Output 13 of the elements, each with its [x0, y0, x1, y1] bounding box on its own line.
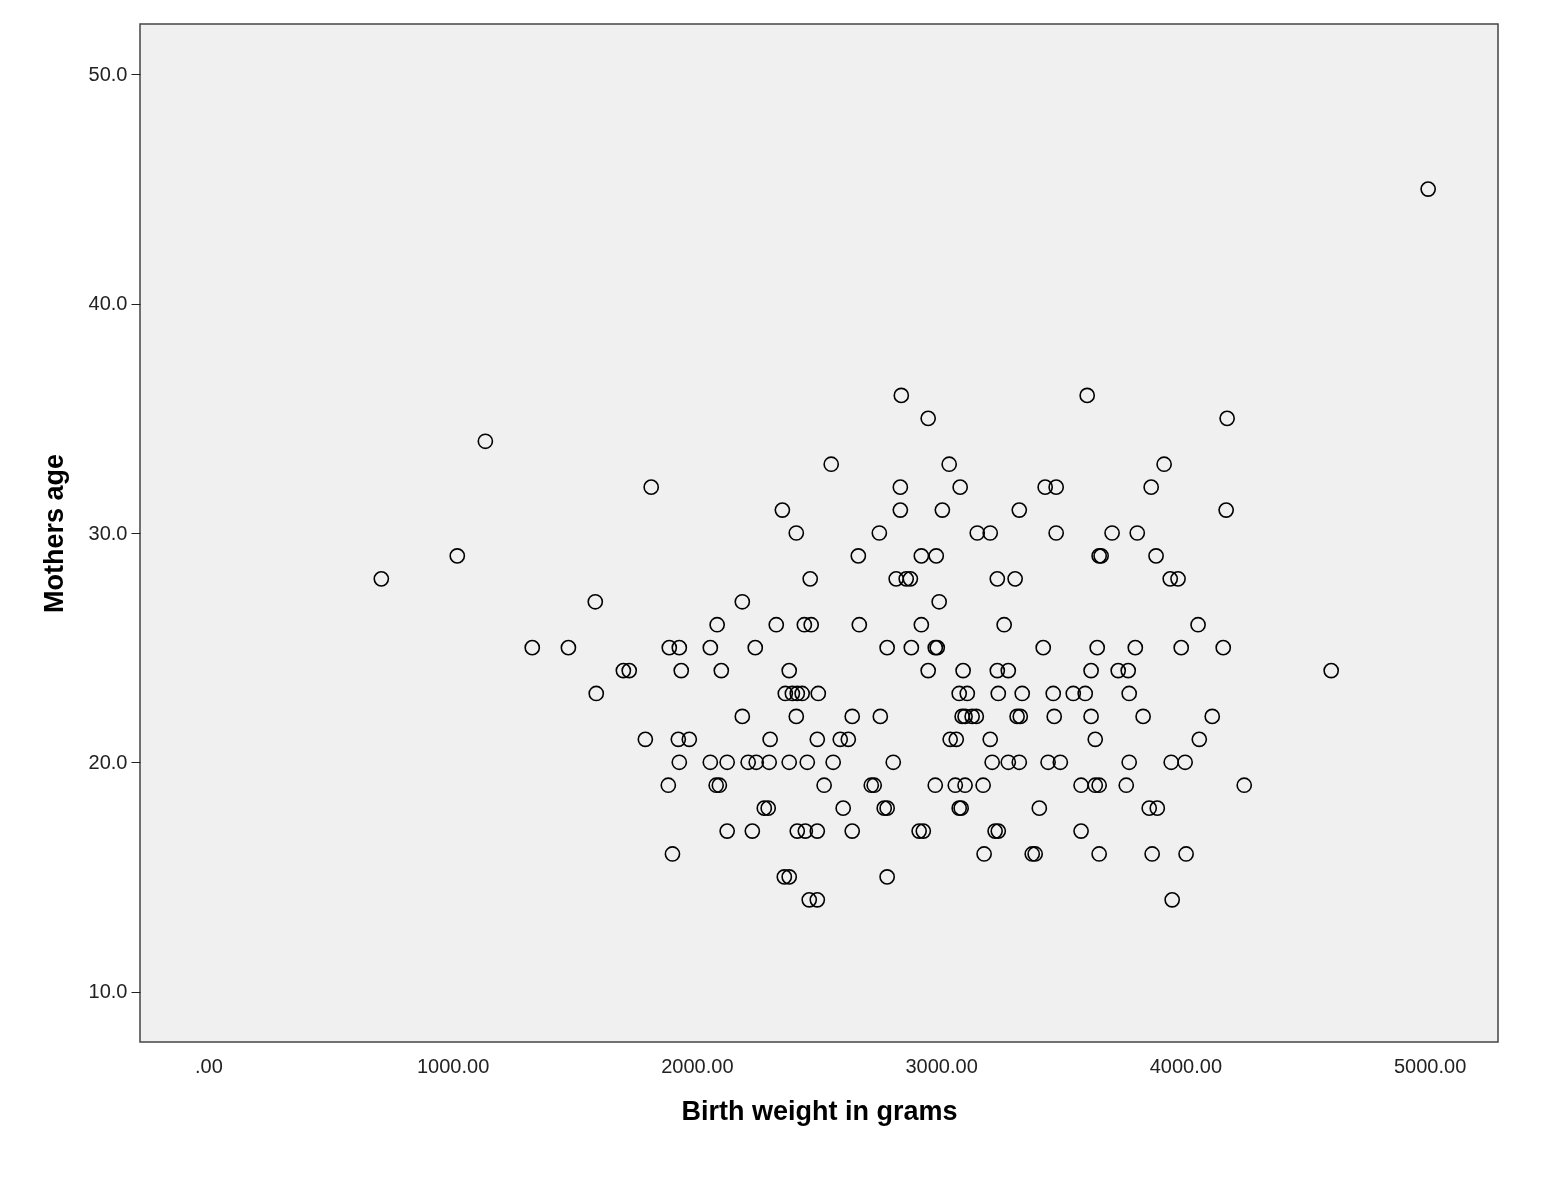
y-tick-label: 50.0 — [88, 62, 128, 85]
x-tick-label: 1000.00 — [416, 1054, 490, 1077]
y-tick-label: 10.0 — [88, 980, 128, 1003]
y-axis-title: Mothers age — [38, 453, 69, 614]
y-tick-label: 40.0 — [88, 292, 128, 315]
y-tick-label: 30.0 — [88, 521, 128, 544]
x-tick-label: 3000.00 — [905, 1054, 978, 1077]
x-tick-label: .00 — [194, 1054, 223, 1077]
x-tick-label: 4000.00 — [1149, 1054, 1223, 1077]
x-tick-label: 2000.00 — [661, 1054, 734, 1077]
x-tick-label: 5000.00 — [1393, 1054, 1467, 1077]
y-tick-label: 20.0 — [88, 750, 128, 773]
x-axis-title: Birth weight in grams — [681, 1095, 958, 1126]
